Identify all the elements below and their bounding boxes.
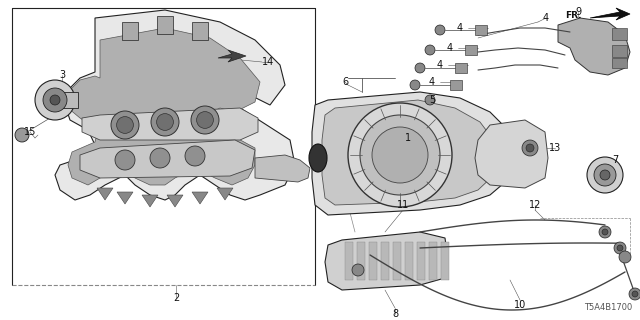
Bar bbox=[357, 242, 365, 280]
Polygon shape bbox=[192, 22, 208, 40]
Polygon shape bbox=[117, 192, 133, 204]
Circle shape bbox=[415, 63, 425, 73]
Bar bbox=[612, 58, 627, 68]
Text: 15: 15 bbox=[24, 127, 36, 137]
Circle shape bbox=[372, 127, 428, 183]
Bar bbox=[393, 242, 401, 280]
Text: 12: 12 bbox=[529, 200, 541, 210]
Circle shape bbox=[522, 140, 538, 156]
Circle shape bbox=[15, 128, 29, 142]
Circle shape bbox=[50, 95, 60, 105]
Text: 9: 9 bbox=[575, 7, 581, 17]
Circle shape bbox=[150, 148, 170, 168]
Text: 6: 6 bbox=[342, 77, 348, 87]
Circle shape bbox=[619, 251, 631, 263]
Bar bbox=[60, 92, 78, 108]
Polygon shape bbox=[55, 10, 295, 200]
Circle shape bbox=[151, 108, 179, 136]
Polygon shape bbox=[325, 232, 448, 290]
Bar bbox=[369, 242, 377, 280]
Text: 4: 4 bbox=[429, 77, 435, 87]
Polygon shape bbox=[80, 140, 255, 178]
Circle shape bbox=[352, 264, 364, 276]
Text: 4: 4 bbox=[543, 13, 549, 23]
Circle shape bbox=[348, 103, 452, 207]
Circle shape bbox=[594, 164, 616, 186]
Polygon shape bbox=[590, 8, 630, 20]
Bar bbox=[405, 242, 413, 280]
Text: FR.: FR. bbox=[566, 11, 582, 20]
Text: 4: 4 bbox=[457, 23, 463, 33]
Circle shape bbox=[43, 88, 67, 112]
Polygon shape bbox=[167, 195, 183, 207]
Text: 2: 2 bbox=[173, 293, 179, 303]
Polygon shape bbox=[97, 188, 113, 200]
Text: 4: 4 bbox=[447, 43, 453, 53]
Circle shape bbox=[435, 25, 445, 35]
Text: 1: 1 bbox=[405, 133, 411, 143]
Circle shape bbox=[599, 226, 611, 238]
Circle shape bbox=[629, 288, 640, 300]
Bar bbox=[417, 242, 425, 280]
Circle shape bbox=[410, 80, 420, 90]
Ellipse shape bbox=[309, 144, 327, 172]
Polygon shape bbox=[558, 18, 630, 75]
Circle shape bbox=[587, 157, 623, 193]
Polygon shape bbox=[217, 188, 233, 200]
Bar bbox=[345, 242, 353, 280]
Text: 4: 4 bbox=[437, 60, 443, 70]
Circle shape bbox=[425, 45, 435, 55]
Circle shape bbox=[196, 112, 213, 128]
Circle shape bbox=[632, 291, 638, 297]
Bar bbox=[612, 28, 627, 40]
Text: T5A4B1700: T5A4B1700 bbox=[584, 303, 632, 312]
Circle shape bbox=[115, 150, 135, 170]
Bar bbox=[465, 45, 477, 55]
Circle shape bbox=[617, 245, 623, 251]
Polygon shape bbox=[322, 100, 498, 205]
Circle shape bbox=[35, 80, 75, 120]
Polygon shape bbox=[475, 120, 548, 188]
Circle shape bbox=[157, 114, 173, 131]
Circle shape bbox=[111, 111, 139, 139]
Circle shape bbox=[425, 95, 435, 105]
Bar bbox=[455, 63, 467, 73]
Polygon shape bbox=[157, 16, 173, 34]
Circle shape bbox=[600, 170, 610, 180]
Polygon shape bbox=[82, 108, 258, 140]
Polygon shape bbox=[142, 195, 158, 207]
Text: 13: 13 bbox=[549, 143, 561, 153]
Bar bbox=[475, 25, 487, 35]
Bar bbox=[429, 242, 437, 280]
Polygon shape bbox=[192, 192, 208, 204]
Text: 11: 11 bbox=[397, 200, 409, 210]
Circle shape bbox=[185, 146, 205, 166]
Text: 14: 14 bbox=[262, 57, 274, 67]
Polygon shape bbox=[68, 28, 260, 185]
Polygon shape bbox=[122, 22, 138, 40]
Text: 7: 7 bbox=[612, 155, 618, 165]
Text: 8: 8 bbox=[392, 309, 398, 319]
Text: 5: 5 bbox=[429, 95, 435, 105]
Circle shape bbox=[360, 115, 440, 195]
Bar bbox=[612, 45, 627, 57]
Text: 10: 10 bbox=[514, 300, 526, 310]
Circle shape bbox=[526, 144, 534, 152]
Bar bbox=[381, 242, 389, 280]
Circle shape bbox=[116, 116, 133, 133]
Polygon shape bbox=[255, 155, 310, 182]
Bar bbox=[450, 80, 462, 90]
Bar bbox=[441, 242, 449, 280]
Circle shape bbox=[191, 106, 219, 134]
Circle shape bbox=[602, 229, 608, 235]
Polygon shape bbox=[218, 50, 246, 62]
Polygon shape bbox=[312, 92, 515, 215]
Text: 3: 3 bbox=[59, 70, 65, 80]
Circle shape bbox=[614, 242, 626, 254]
